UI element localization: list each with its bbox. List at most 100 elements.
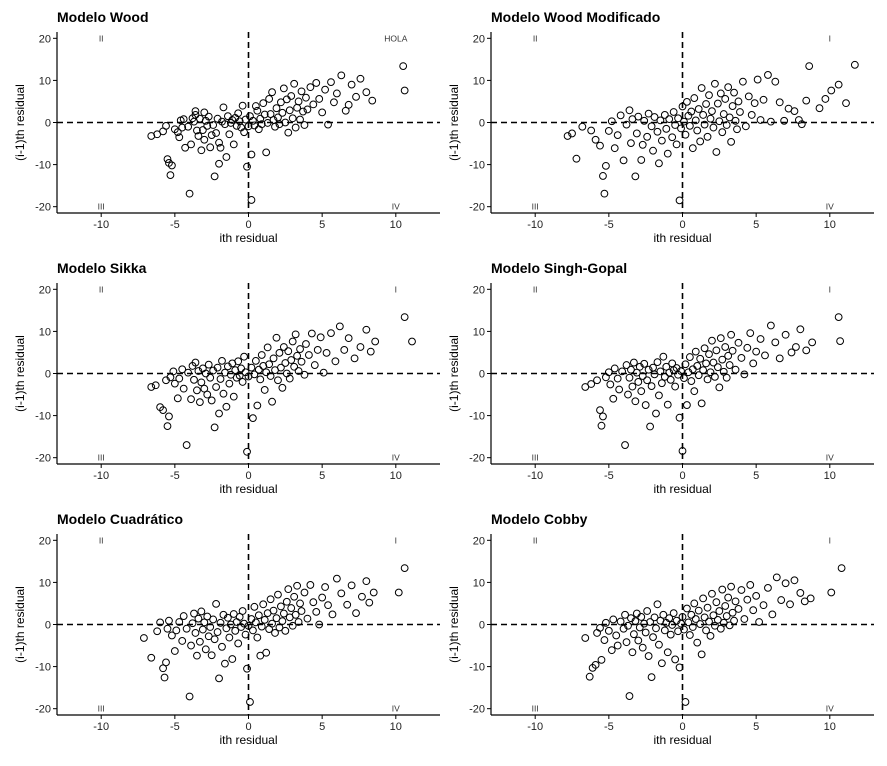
- data-point: [279, 343, 288, 351]
- data-point: [600, 189, 609, 198]
- data-point: [312, 607, 321, 616]
- data-point: [237, 364, 246, 373]
- data-point: [195, 637, 204, 646]
- data-point: [170, 379, 179, 388]
- data-point: [706, 114, 715, 123]
- x-tick-label: 10: [390, 219, 402, 231]
- data-point: [213, 363, 222, 372]
- data-point: [207, 651, 216, 660]
- data-point: [641, 628, 650, 637]
- data-point: [752, 347, 761, 356]
- data-point: [609, 615, 618, 624]
- data-point: [700, 344, 709, 353]
- data-point: [168, 631, 176, 640]
- data-point: [604, 127, 613, 135]
- data-point: [365, 598, 374, 607]
- data-point: [771, 338, 780, 347]
- data-point: [629, 358, 638, 367]
- data-point: [696, 137, 705, 146]
- data-point: [366, 347, 375, 356]
- data-point: [221, 120, 229, 129]
- data-point: [247, 150, 256, 159]
- data-point: [253, 401, 262, 410]
- data-point: [265, 360, 274, 369]
- data-point: [215, 674, 223, 683]
- data-point: [294, 618, 303, 626]
- y-tick-label: -10: [35, 160, 51, 172]
- data-point: [206, 373, 215, 382]
- x-tick-label: 10: [824, 470, 836, 482]
- quadrant-label-i: I: [829, 33, 831, 43]
- data-point: [300, 121, 309, 129]
- x-tick-label: -10: [93, 721, 109, 733]
- data-point: [269, 354, 278, 363]
- data-point: [827, 86, 836, 95]
- data-point: [759, 601, 768, 610]
- data-point: [284, 347, 293, 356]
- data-point: [200, 108, 209, 117]
- data-point: [593, 629, 601, 637]
- data-point: [168, 161, 176, 170]
- data-point: [259, 99, 268, 108]
- data-point: [265, 95, 274, 103]
- data-point: [172, 626, 181, 635]
- data-point: [318, 108, 327, 117]
- data-point: [179, 115, 188, 124]
- data-point: [400, 86, 409, 95]
- data-point: [190, 375, 198, 384]
- data-point: [210, 635, 219, 644]
- data-point: [287, 604, 296, 612]
- data-point: [306, 83, 315, 92]
- data-point: [268, 619, 276, 628]
- data-point: [173, 128, 182, 137]
- scatter-panel-5: Modelo Cuadrático -10 -5 0 5 10 -20 -10 0 10 20 ith…: [13, 511, 440, 747]
- data-point: [691, 347, 700, 356]
- data-point: [185, 189, 194, 198]
- data-point: [309, 598, 318, 607]
- data-point: [296, 599, 304, 608]
- data-point: [703, 603, 712, 612]
- data-point: [187, 641, 195, 650]
- y-tick-label: 0: [45, 118, 51, 130]
- data-point: [696, 354, 705, 363]
- data-point: [787, 348, 796, 357]
- quadrant-label-ii: II: [99, 535, 104, 545]
- data-point: [332, 574, 341, 583]
- data-point: [282, 597, 291, 606]
- data-point: [659, 352, 668, 361]
- data-point: [215, 159, 223, 168]
- y-tick-label: -20: [469, 453, 485, 465]
- data-point: [685, 631, 694, 639]
- quadrant-label-iii: III: [532, 202, 539, 212]
- data-point: [194, 614, 203, 623]
- quadrant-label-i: I: [395, 284, 397, 294]
- data-point: [625, 692, 634, 700]
- data-point: [234, 639, 243, 648]
- quadrant-label-ii: II: [533, 33, 538, 43]
- data-point: [616, 111, 625, 120]
- data-point: [315, 620, 324, 629]
- data-point: [310, 361, 319, 369]
- data-point: [187, 395, 195, 404]
- data-point: [250, 602, 259, 611]
- data-point: [796, 589, 805, 597]
- data-point: [347, 581, 356, 590]
- data-point: [271, 122, 279, 131]
- data-point: [207, 131, 216, 140]
- x-tick-label: 0: [245, 721, 251, 733]
- data-point: [212, 599, 220, 608]
- quadrant-label-iv: IV: [826, 453, 834, 463]
- data-point: [175, 374, 184, 383]
- quadrant-label-iii: III: [98, 453, 105, 463]
- quadrant-label-iv: IV: [392, 704, 400, 714]
- data-point: [653, 600, 662, 609]
- points-layer: [147, 62, 409, 204]
- data-point: [725, 113, 734, 122]
- data-point: [328, 610, 337, 619]
- data-point: [688, 623, 697, 631]
- data-point: [837, 564, 846, 572]
- data-point: [604, 626, 613, 635]
- data-point: [727, 330, 736, 339]
- data-point: [313, 346, 322, 354]
- data-point: [318, 593, 327, 602]
